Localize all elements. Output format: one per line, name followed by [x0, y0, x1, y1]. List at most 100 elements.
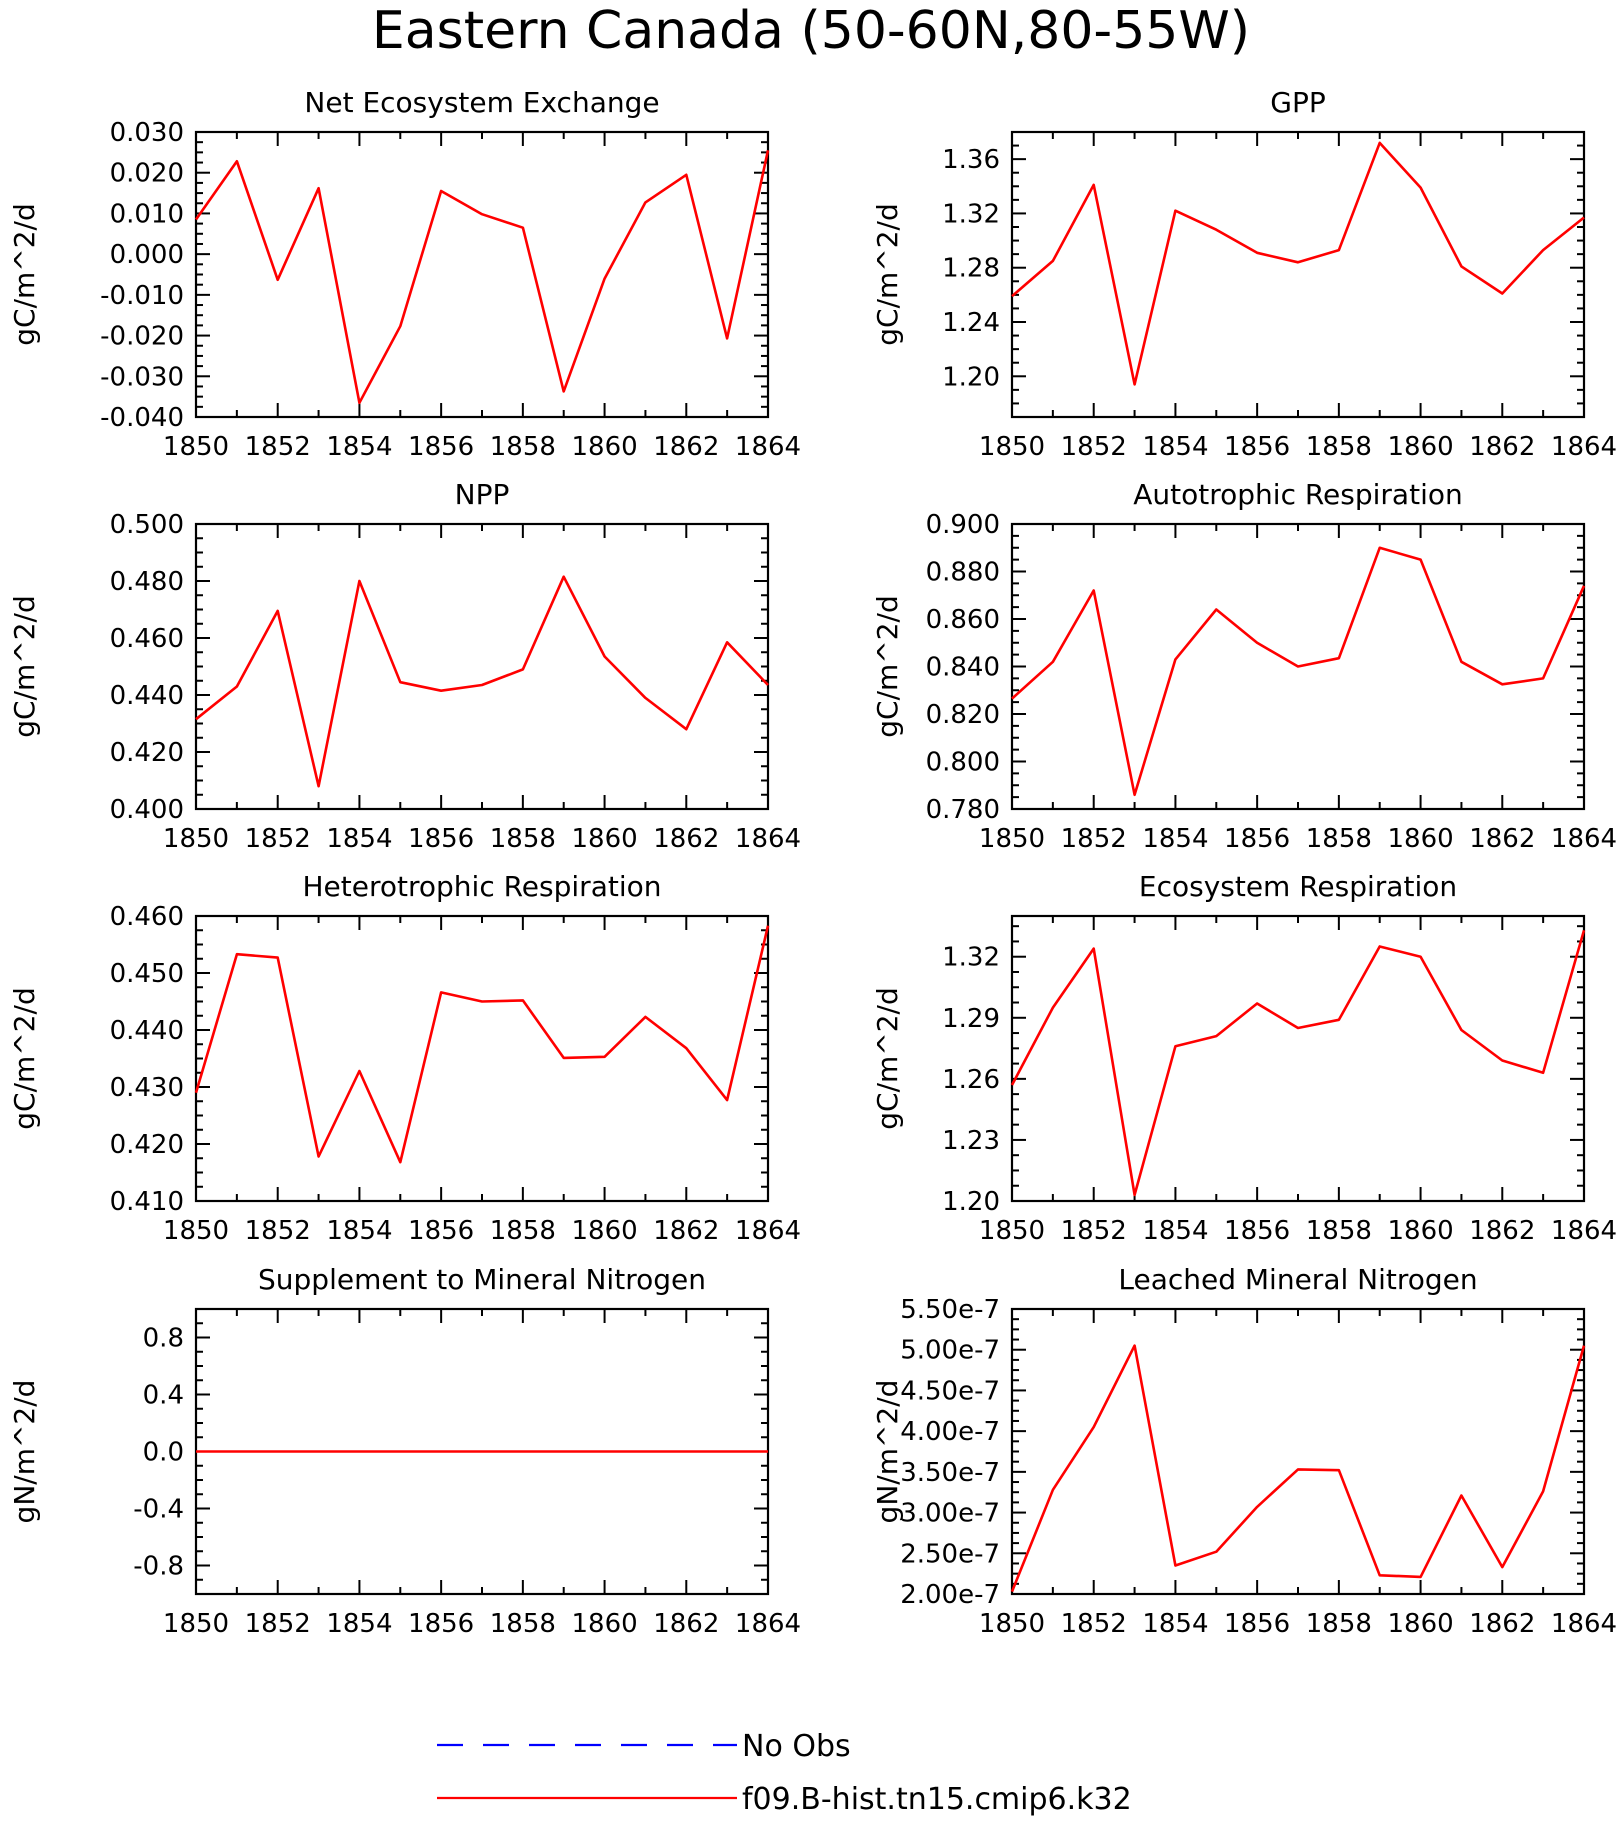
x-tick-label: 1850: [979, 432, 1045, 462]
panel-title: Ecosystem Respiration: [1139, 870, 1457, 903]
legend-label-2: f09.B-hist.tn15.cmip6.k32: [742, 1782, 1132, 1817]
y-tick-label: 0.010: [110, 199, 184, 229]
x-tick-label: 1856: [408, 1609, 474, 1639]
x-tick-label: 1860: [571, 1216, 637, 1246]
y-tick-label: 0.840: [926, 653, 1000, 683]
y-tick-label: 3.50e-7: [900, 1458, 1000, 1488]
x-tick-label: 1864: [735, 1609, 801, 1639]
x-tick-label: 1856: [408, 824, 474, 854]
x-tick-label: 1862: [653, 1609, 719, 1639]
x-tick-label: 1854: [326, 432, 392, 462]
y-tick-label: 0.4: [143, 1381, 184, 1411]
y-tick-label: 0.400: [110, 795, 184, 825]
x-tick-label: 1862: [653, 432, 719, 462]
y-tick-label: 0.440: [110, 1016, 184, 1046]
panel-npp: NPP gC/m^2/d 1850 1852 1854 1856 1858 1860 1862 1…: [8, 478, 801, 854]
figure-title: Eastern Canada (50-60N,80-55W): [372, 1, 1250, 61]
y-tick-label: -0.4: [133, 1495, 184, 1525]
panel-title: Heterotrophic Respiration: [303, 870, 662, 903]
x-tick-label: 1852: [245, 1609, 311, 1639]
y-tick-label: 0.020: [110, 159, 184, 189]
y-tick-label: 0.420: [110, 1130, 184, 1160]
y-tick-label: 0.780: [926, 795, 1000, 825]
panels: Net Ecosystem Exchange gC/m^2/d 1850 1852 18…: [8, 86, 1617, 1639]
series-line: [1011, 546, 1586, 797]
y-tick-label: 0.500: [110, 510, 184, 540]
x-tick-label: 1854: [1142, 824, 1208, 854]
x-tick-label: 1850: [163, 1609, 229, 1639]
x-tick-label: 1852: [245, 824, 311, 854]
x-tick-label: 1858: [1306, 432, 1372, 462]
y-tick-label: 0.480: [110, 567, 184, 597]
x-tick-label: 1854: [326, 1609, 392, 1639]
y-tick-label: 0.450: [110, 959, 184, 989]
y-tick-label: 0.440: [110, 681, 184, 711]
y-tick-label: 5.00e-7: [900, 1336, 1000, 1366]
y-tick-label: -0.010: [100, 281, 184, 311]
y-tick-label: -0.040: [100, 403, 184, 433]
x-tick-label: 1856: [1224, 1609, 1290, 1639]
panel-title: Supplement to Mineral Nitrogen: [258, 1263, 706, 1296]
y-tick-label: 1.32: [942, 199, 1000, 229]
y-tick-label: 1.29: [942, 1004, 1000, 1034]
y-tick-label: 0.430: [110, 1073, 184, 1103]
panel-title: Autotrophic Respiration: [1133, 478, 1462, 511]
legend-label-1: No Obs: [742, 1729, 851, 1764]
y-tick-label: 1.23: [942, 1126, 1000, 1156]
x-tick-label: 1858: [1306, 1609, 1372, 1639]
y-tick-label: -0.030: [100, 362, 184, 392]
x-tick-label: 1858: [490, 432, 556, 462]
x-tick-label: 1864: [1551, 824, 1617, 854]
y-tick-label: 2.50e-7: [900, 1539, 1000, 1569]
x-tick-label: 1862: [1469, 1216, 1535, 1246]
panel-title: GPP: [1270, 86, 1325, 119]
x-tick-label: 1858: [490, 1216, 556, 1246]
plot-frame: [194, 914, 770, 1203]
y-tick-label: 0.410: [110, 1187, 184, 1217]
x-tick-label: 1864: [1551, 1609, 1617, 1639]
series-line: [194, 150, 770, 405]
x-tick-label: 1860: [571, 824, 637, 854]
panel-title: Leached Mineral Nitrogen: [1118, 1263, 1477, 1296]
y-tick-label: 0.800: [926, 748, 1000, 778]
series-line: [195, 575, 769, 788]
x-tick-label: 1862: [653, 824, 719, 854]
y-tick-label: -0.8: [133, 1552, 184, 1582]
x-tick-label: 1850: [979, 824, 1045, 854]
x-tick-label: 1860: [1387, 1216, 1453, 1246]
y-tick-label: 0.860: [926, 605, 1000, 635]
series-line: [1010, 929, 1586, 1197]
y-tick-label: 5.50e-7: [900, 1295, 1000, 1325]
y-tick-label: 0.900: [926, 510, 1000, 540]
panel-supplement-to-mineral-nitrogen: Supplement to Mineral Nitrogen gN/m^2/d 18…: [8, 1263, 801, 1639]
x-tick-label: 1864: [735, 432, 801, 462]
x-tick-label: 1852: [1061, 824, 1127, 854]
x-tick-label: 1864: [1551, 432, 1617, 462]
x-tick-label: 1860: [1387, 1609, 1453, 1639]
panel-title: Net Ecosystem Exchange: [304, 86, 659, 119]
x-tick-label: 1854: [326, 824, 392, 854]
panel-autotrophic-respiration: Autotrophic Respiration gC/m^2/d 1850 1852 1…: [871, 478, 1617, 854]
x-tick-label: 1862: [1469, 432, 1535, 462]
x-tick-label: 1858: [490, 824, 556, 854]
y-tick-label: 0.880: [926, 558, 1000, 588]
x-tick-label: 1854: [1142, 1609, 1208, 1639]
y-tick-label: 1.32: [942, 943, 1000, 973]
panel-gpp: GPP gC/m^2/d 1850 1852 1854 1856 1858 1860 1862 1…: [871, 86, 1617, 462]
y-axis-label: gN/m^2/d: [8, 1380, 41, 1524]
panel-net-ecosystem-exchange: Net Ecosystem Exchange gC/m^2/d 1850 1852 18…: [8, 86, 801, 462]
x-tick-label: 1852: [1061, 432, 1127, 462]
x-tick-label: 1850: [163, 1216, 229, 1246]
x-tick-label: 1858: [490, 1609, 556, 1639]
y-axis-label: gN/m^2/d: [871, 1380, 904, 1524]
y-axis-label: gC/m^2/d: [8, 987, 41, 1130]
y-axis-label: gC/m^2/d: [8, 595, 41, 738]
y-tick-label: 0.030: [110, 118, 184, 148]
x-tick-label: 1858: [1306, 824, 1372, 854]
y-axis-label: gC/m^2/d: [871, 203, 904, 346]
x-tick-label: 1850: [979, 1609, 1045, 1639]
x-tick-label: 1852: [245, 1216, 311, 1246]
series-line: [194, 925, 770, 1164]
x-tick-label: 1850: [163, 824, 229, 854]
plot-frame: [1010, 1307, 1586, 1596]
